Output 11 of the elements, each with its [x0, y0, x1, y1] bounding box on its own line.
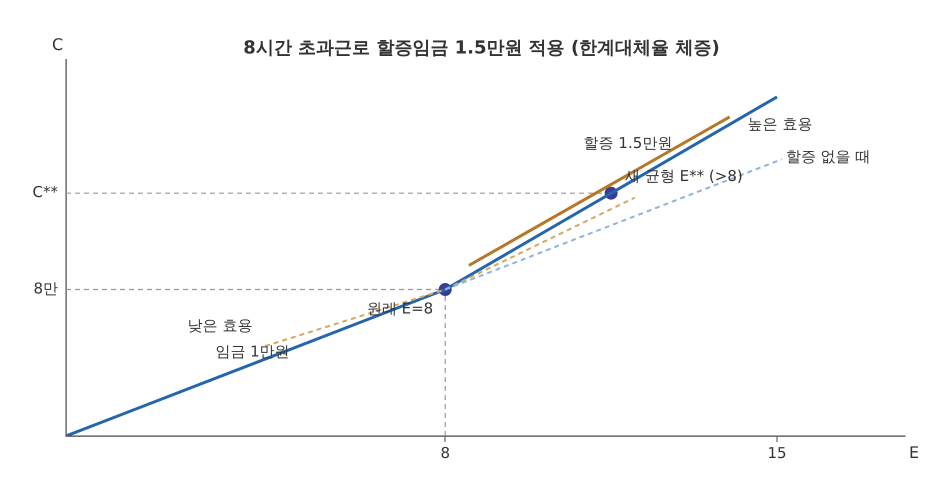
x-tick-label: 8 [440, 444, 450, 462]
x-tick-label: 15 [767, 444, 787, 462]
chart-title: 8시간 초과근로 할증임금 1.5만원 적용 (한계대체율 체증) [243, 37, 720, 58]
y-axis-title: C [52, 34, 64, 54]
annotation: 할증 없을 때 [786, 148, 870, 166]
x-axis-title: E [909, 443, 920, 462]
annotation: 할증 1.5만원 [584, 134, 672, 152]
annotation: 낮은 효용 [188, 316, 252, 334]
annotation: 높은 효용 [748, 114, 812, 133]
ref-line-label: C** [32, 183, 58, 202]
ref-line-label: 8만 [33, 279, 58, 298]
